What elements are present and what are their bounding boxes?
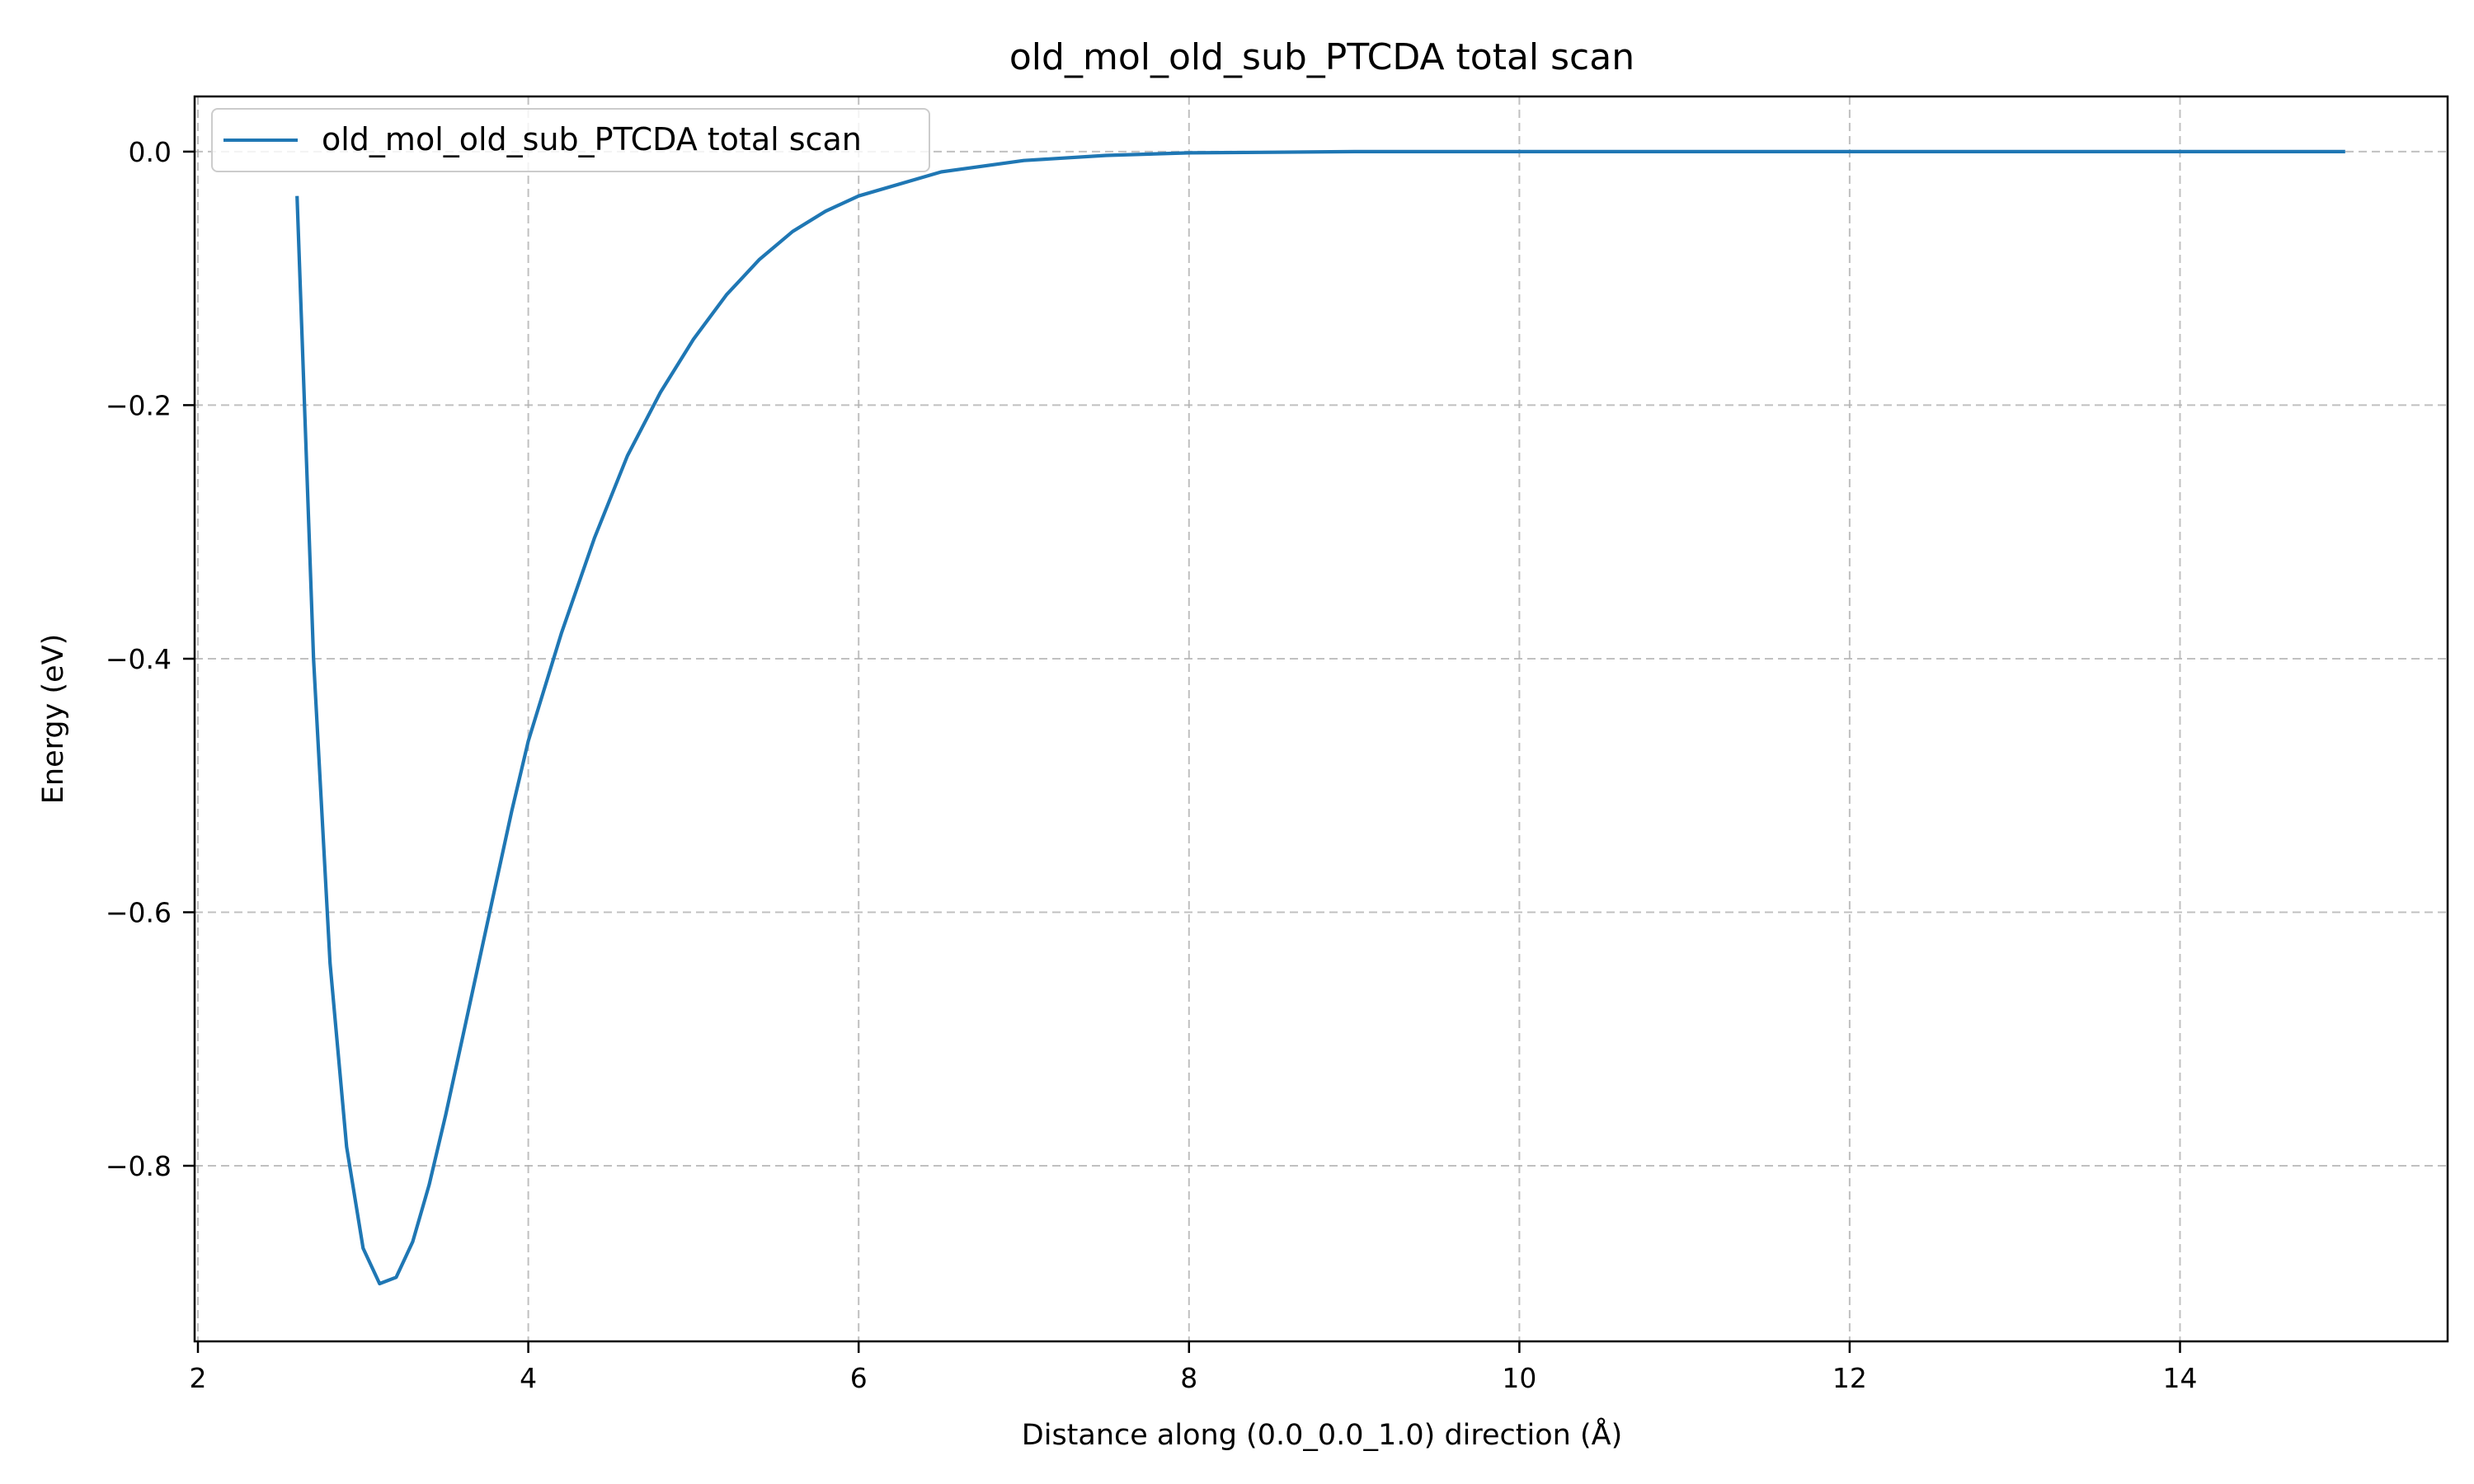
chart-title: old_mol_old_sub_PTCDA total scan (1009, 36, 1634, 78)
series-layer (295, 149, 2345, 1286)
x-tick-label: 10 (1502, 1362, 1536, 1394)
x-tick-label: 8 (1180, 1362, 1197, 1394)
x-tick-label: 4 (520, 1362, 537, 1394)
x-tick-label: 6 (850, 1362, 868, 1394)
y-tick-label: −0.4 (106, 643, 172, 675)
y-axis-label: Energy (eV) (37, 634, 70, 804)
legend-box (211, 108, 930, 172)
y-tick-label: −0.6 (106, 897, 172, 929)
y-tick-label: −0.8 (106, 1150, 172, 1182)
legend-label: old_mol_old_sub_PTCDA total scan (322, 121, 862, 157)
y-axis: 0.0 −0.2 −0.4 −0.6 −0.8 (106, 136, 195, 1182)
x-tick-label: 2 (190, 1362, 207, 1394)
y-tick-label: −0.2 (106, 389, 172, 421)
x-axis: 2 4 6 8 10 12 14 (190, 1341, 2198, 1394)
plot-frame (193, 95, 2449, 1343)
x-tick-label: 12 (1832, 1362, 1867, 1394)
y-tick-label: 0.0 (129, 136, 172, 168)
legend: old_mol_old_sub_PTCDA total scan (211, 108, 930, 172)
x-axis-label: Distance along (0.0_0.0_1.0) direction (… (1022, 1416, 1622, 1452)
x-tick-label: 14 (2163, 1362, 2198, 1394)
series-line (295, 149, 2345, 1286)
